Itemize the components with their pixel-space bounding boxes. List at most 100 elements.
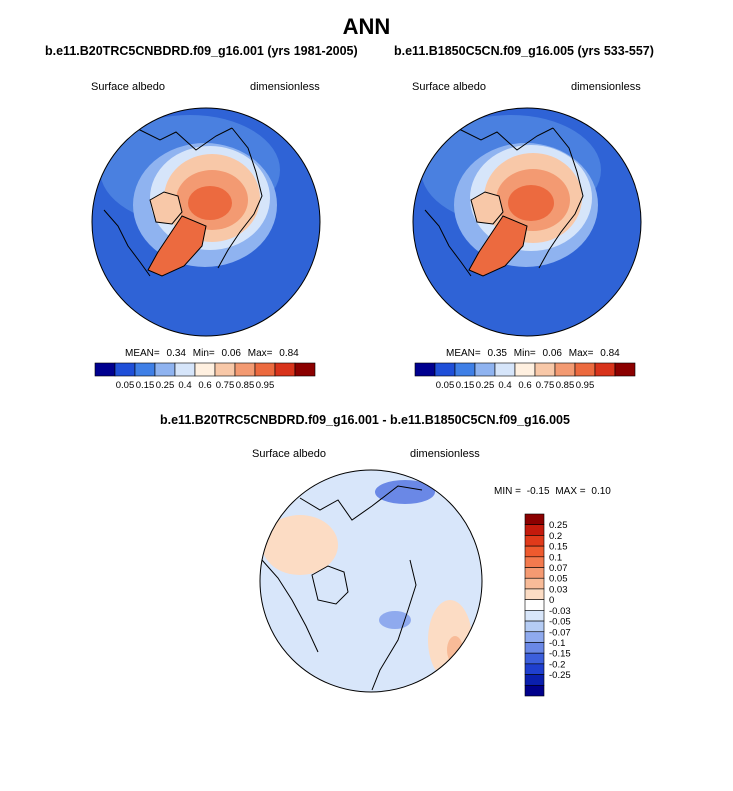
- map3-negative-region-north: [375, 480, 435, 504]
- panel2-colorbar-label: 0.25: [476, 380, 495, 391]
- panel1-mean: 0.34: [166, 348, 186, 359]
- panel1-colorbar: 0.05 0.15 0.25 0.4 0.6 0.75 0.85 0.95: [94, 362, 316, 391]
- panel1-min-label: Min=: [192, 348, 215, 359]
- panel1-colorbar-box: [294, 362, 316, 377]
- panel3-colorbar-label: 0.07: [549, 563, 568, 574]
- panel2-units: dimensionless: [571, 81, 641, 93]
- panel2-colorbar-label: 0.85: [556, 380, 575, 391]
- panel1-mean-label: MEAN=: [125, 348, 160, 359]
- panel2-colorbar-box: [494, 362, 516, 377]
- panel2-max-label: Max=: [568, 348, 594, 359]
- panel3-colorbar-box: [524, 545, 545, 558]
- panel3-colorbar-box: [524, 684, 545, 697]
- figure-title: ANN: [342, 14, 391, 39]
- panel3-title: b.e11.B20TRC5CNBDRD.f09_g16.001 - b.e11.…: [160, 413, 570, 427]
- panel3-colorbar-box: [524, 588, 545, 600]
- panel2-max: 0.84: [600, 348, 620, 359]
- panel3-min-label: MIN =: [494, 486, 521, 497]
- panel3-colorbar-box: [524, 524, 545, 536]
- panel3-min: -0.15: [526, 486, 550, 497]
- panel3-colorbar-box: [524, 663, 545, 675]
- panel2-variable: Surface albedo: [412, 81, 486, 93]
- panel1-max-label: Max=: [247, 348, 273, 359]
- panel3-colorbar-box: [524, 620, 545, 633]
- map3-positive-region-left: [262, 515, 338, 575]
- panel2-colorbar-label: 0.95: [576, 380, 595, 391]
- panel3-max: 0.10: [591, 486, 611, 497]
- panel2-min-label: Min=: [513, 348, 536, 359]
- panel1-colorbar-box: [194, 362, 216, 377]
- panel3-colorbar: 0.250.20.150.10.070.050.030-0.03-0.05-0.…: [524, 513, 571, 697]
- panel3-colorbar-label: -0.15: [549, 649, 571, 660]
- map3-border: [259, 469, 483, 693]
- panel3-stats: MIN = -0.15 MAX = 0.10: [494, 486, 611, 497]
- map2-border: [412, 107, 642, 337]
- panel1-colorbar-label: 0.75: [216, 380, 235, 391]
- panel2-title: b.e11.B1850C5CN.f09_g16.005 (yrs 533-557…: [394, 44, 654, 58]
- panel1-colorbar-label: 0.15: [136, 380, 155, 391]
- panel3-colorbar-label: -0.1: [549, 638, 565, 649]
- panel3-colorbar-box: [524, 577, 545, 590]
- panel2-stats: MEAN= 0.35 Min= 0.06 Max= 0.84: [446, 348, 620, 359]
- panel2-colorbar-box: [534, 362, 556, 377]
- panel3-colorbar-box: [524, 652, 545, 665]
- map3: [260, 470, 482, 692]
- panel2-colorbar-box: [454, 362, 476, 377]
- panel3-colorbar-label: -0.2: [549, 659, 565, 670]
- panel1-colorbar-box: [214, 362, 236, 377]
- map3-negative-region-center: [379, 611, 411, 629]
- panel3-colorbar-box: [524, 610, 545, 622]
- panel3-colorbar-box: [524, 631, 545, 643]
- map1: [92, 108, 320, 336]
- panel3-colorbar-box: [524, 642, 545, 654]
- panel2-min: 0.06: [542, 348, 562, 359]
- map1-greenland: [147, 215, 207, 277]
- panel3-colorbar-label: -0.03: [549, 606, 571, 617]
- panel1-max: 0.84: [279, 348, 299, 359]
- panel3-variable: Surface albedo: [252, 448, 326, 460]
- panel1-colorbar-label: 0.05: [116, 380, 135, 391]
- panel1-min: 0.06: [221, 348, 241, 359]
- panel2-colorbar-label: 0.75: [536, 380, 555, 391]
- map3-archipelago: [311, 565, 349, 605]
- map2-americas-coast: [424, 209, 472, 277]
- panel1-colorbar-box: [234, 362, 256, 377]
- panel3-colorbar-label: -0.05: [549, 617, 571, 628]
- map3-coast-west: [261, 559, 319, 653]
- panel2-colorbar: 0.05 0.15 0.25 0.4 0.6 0.75 0.85 0.95: [414, 362, 636, 391]
- panel2-colorbar-box: [554, 362, 576, 377]
- panel2-colorbar-label: 0.6: [518, 380, 531, 391]
- panel3-colorbar-box: [524, 674, 545, 686]
- map2-eurasia-coast: [538, 127, 584, 269]
- panel2-colorbar-box: [514, 362, 536, 377]
- panel2-colorbar-box: [574, 362, 596, 377]
- panel2-colorbar-label: 0.4: [498, 380, 511, 391]
- panel1-units: dimensionless: [250, 81, 320, 93]
- panel3-colorbar-label: -0.25: [549, 670, 571, 681]
- panel2-colorbar-box: [474, 362, 496, 377]
- panel3-colorbar-box: [524, 599, 545, 611]
- panel2-colorbar-box: [594, 362, 616, 377]
- map2-northern-coast: [456, 127, 554, 151]
- map1-archipelago: [149, 191, 183, 225]
- panel3-colorbar-label: 0.05: [549, 574, 568, 585]
- panel3-max-label: MAX =: [555, 486, 586, 497]
- panel2-mean-label: MEAN=: [446, 348, 481, 359]
- panel1-colorbar-box: [94, 362, 116, 377]
- panel3-colorbar-box: [524, 567, 545, 579]
- panel1-colorbar-label: 0.95: [256, 380, 275, 391]
- panel1-colorbar-box: [134, 362, 156, 377]
- panel3-colorbar-box: [524, 513, 545, 526]
- map2: [413, 108, 641, 336]
- panel1-colorbar-box: [254, 362, 276, 377]
- panel2-colorbar-label: 0.15: [456, 380, 475, 391]
- map1-border: [91, 107, 321, 337]
- map2-archipelago: [470, 191, 504, 225]
- map3-coast-north: [299, 485, 423, 521]
- panel3-colorbar-label: -0.07: [549, 627, 571, 638]
- panel1-stats: MEAN= 0.34 Min= 0.06 Max= 0.84: [125, 348, 299, 359]
- map2-central-arctic: [508, 185, 554, 221]
- panel2-mean: 0.35: [487, 348, 507, 359]
- panel2-colorbar-box: [414, 362, 436, 377]
